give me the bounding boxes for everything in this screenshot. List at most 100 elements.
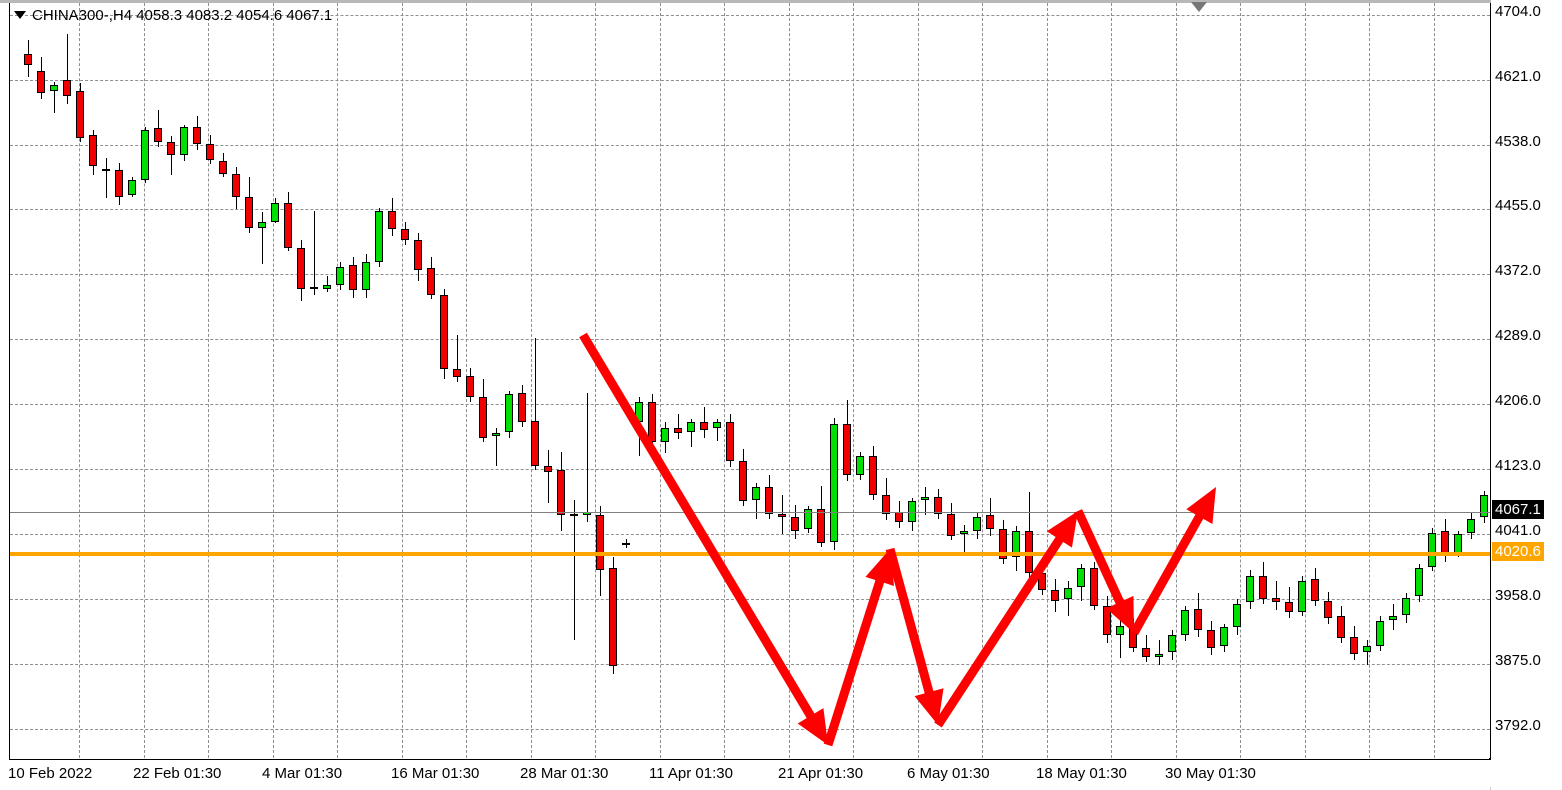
- candle-body: [1415, 568, 1423, 597]
- gridline-vertical: [272, 3, 274, 758]
- candle-body: [414, 240, 422, 270]
- symbol-info-bar[interactable]: CHINA300-,H4 4058.3 4083.2 4054.6 4067.1: [14, 6, 332, 24]
- candle-body: [1194, 608, 1202, 631]
- price-axis-tick: 4041.0: [1495, 522, 1541, 539]
- candle-wick: [1367, 639, 1368, 665]
- candle-wick: [548, 450, 549, 503]
- candle-body: [596, 515, 604, 570]
- gridline-vertical: [724, 3, 725, 758]
- gridline-vertical: [401, 3, 403, 758]
- candle-body: [362, 262, 370, 291]
- candle-body: [505, 394, 513, 432]
- chart-plot-area[interactable]: [10, 3, 1490, 758]
- candle-body: [375, 210, 383, 263]
- time-axis-tick: 10 Feb 2022: [8, 765, 93, 782]
- candle-body: [245, 196, 253, 228]
- gridline-vertical: [1175, 3, 1177, 758]
- candle-body: [752, 487, 760, 500]
- candle-body: [1428, 532, 1436, 567]
- candle-body: [739, 461, 747, 502]
- candle-body: [1337, 616, 1345, 639]
- candle-body: [206, 143, 214, 160]
- candle-body: [427, 268, 435, 295]
- candle-body: [687, 422, 695, 432]
- gridline-horizontal: [10, 469, 1490, 470]
- candle-body: [232, 173, 240, 197]
- candle-body: [297, 248, 305, 289]
- candle-body: [856, 456, 864, 476]
- candle-body: [882, 495, 890, 514]
- candle-body: [765, 487, 773, 514]
- candle-body: [310, 286, 318, 289]
- candle-wick: [535, 338, 536, 471]
- gridline-vertical: [1369, 3, 1370, 758]
- time-axis-tick: 11 Apr 01:30: [649, 765, 733, 782]
- candle-body: [973, 517, 981, 531]
- candle-body: [1064, 588, 1072, 600]
- candle-body: [674, 428, 682, 434]
- candle-wick: [1159, 639, 1160, 665]
- candle-body: [258, 221, 266, 228]
- price-axis[interactable]: 4704.0 4621.0 4538.0 4455.0 4372.0 4289.0 4206…: [1491, 0, 1562, 790]
- candle-body: [76, 91, 84, 138]
- candle-body: [778, 513, 786, 517]
- candle-body: [635, 401, 643, 423]
- candle-body: [609, 568, 617, 667]
- price-level-badge[interactable]: 4020.6: [1492, 542, 1544, 561]
- candle-body: [934, 496, 942, 514]
- candle-body: [986, 515, 994, 530]
- candle-body: [50, 84, 58, 92]
- candle-body: [271, 203, 279, 222]
- candle-body: [1103, 605, 1111, 636]
- candle-body: [24, 53, 32, 65]
- gridline-horizontal: [10, 404, 1490, 405]
- candle-body: [726, 422, 734, 462]
- candle-body: [1298, 580, 1306, 612]
- candle-body: [869, 456, 877, 496]
- time-axis[interactable]: 10 Feb 2022 22 Feb 01:30 4 Mar 01:30 16 Mar…: [0, 760, 1490, 790]
- gridline-vertical: [1240, 3, 1241, 758]
- gridline-horizontal: [10, 80, 1490, 81]
- candle-body: [1181, 610, 1189, 636]
- candle-wick: [314, 210, 315, 295]
- gridline-vertical: [143, 3, 145, 758]
- candle-body: [466, 375, 474, 398]
- candle-body: [63, 80, 71, 96]
- gridline-vertical: [337, 3, 338, 758]
- candle-body: [1090, 568, 1098, 606]
- plot-right-border: [1489, 3, 1491, 760]
- time-axis-tick: 28 Mar 01:30: [520, 765, 609, 782]
- candle-wick: [158, 109, 159, 148]
- candle-wick: [327, 276, 328, 292]
- down-trend-arrow-1-shaft: [579, 332, 820, 727]
- candle-wick: [587, 392, 588, 522]
- candle-wick: [1276, 580, 1277, 611]
- horizontal-level-line[interactable]: [10, 552, 1490, 556]
- candle-body: [1441, 530, 1449, 555]
- time-axis-tick: 21 Apr 01:30: [778, 765, 864, 782]
- candle-body: [895, 512, 903, 522]
- candle-body: [1038, 572, 1046, 591]
- gridline-vertical: [1046, 3, 1048, 758]
- candle-body: [401, 229, 409, 241]
- candle-body: [661, 428, 669, 443]
- gridline-vertical: [530, 3, 532, 758]
- candle-wick: [106, 157, 107, 199]
- down-arrow-3-head: [914, 688, 944, 725]
- plot-bottom-border: [9, 759, 1491, 760]
- candle-body: [1454, 534, 1462, 553]
- candle-body: [1389, 616, 1397, 620]
- candle-body: [1363, 646, 1371, 653]
- price-axis-tick: 4289.0: [1495, 327, 1541, 344]
- candle-body: [1259, 576, 1267, 600]
- candle-body: [180, 126, 188, 155]
- gridline-vertical: [1304, 3, 1306, 758]
- candle-body: [1467, 518, 1475, 533]
- gridline-horizontal: [10, 15, 1490, 16]
- candle-body: [518, 392, 526, 423]
- candle-body: [492, 433, 500, 437]
- up-arrow-4-head: [1046, 511, 1078, 548]
- triangle-down-icon[interactable]: [14, 11, 26, 19]
- candle-body: [1376, 621, 1384, 646]
